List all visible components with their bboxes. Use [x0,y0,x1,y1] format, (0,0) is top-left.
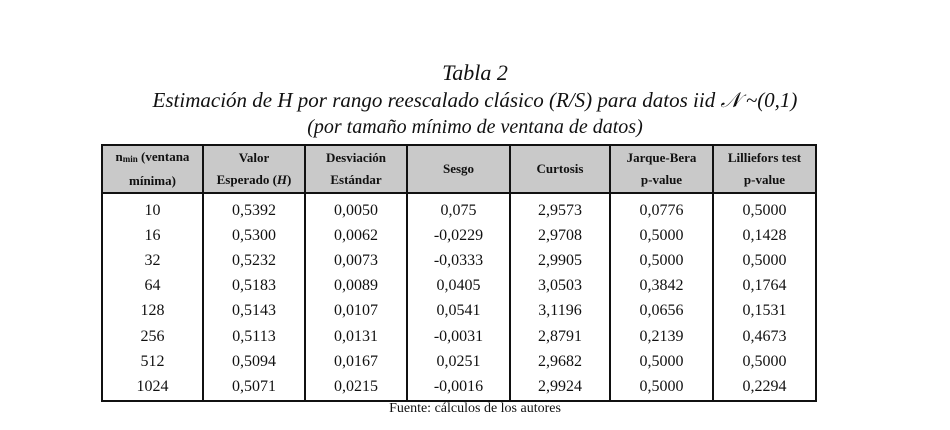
cell: -0,0016 [406,374,510,401]
cell: 2,9682 [509,349,610,375]
cell: 0,5183 [202,273,305,299]
cell: 0,5232 [202,248,305,274]
cell: 0,0107 [304,298,407,324]
cell: 2,9573 [509,193,610,224]
cell: 0,5000 [609,248,713,274]
header-row: nmin (ventana mínima) Valor Esperado (H)… [102,145,816,194]
cell: 0,0251 [406,349,510,375]
cell: 0,5071 [202,374,305,401]
table-row: 16 0,5300 0,0062 -0,0229 2,9708 0,5000 0… [102,223,816,249]
cell: 0,5143 [202,298,305,324]
cell: 0,0405 [406,273,510,299]
results-table: nmin (ventana mínima) Valor Esperado (H)… [101,144,817,402]
cell: 0,1531 [712,298,816,324]
cell: 0,1764 [712,273,816,299]
header-lilliefors: Lilliefors test p-value [712,145,816,194]
cell: 0,5000 [609,349,713,375]
cell: 3,1196 [509,298,610,324]
table-row: 128 0,5143 0,0107 0,0541 3,1196 0,0656 0… [102,298,816,324]
cell: 0,5392 [202,193,305,224]
header-jarque-bera: Jarque-Bera p-value [609,145,713,194]
table-title: Tabla 2 [442,60,508,85]
table-row: 32 0,5232 0,0073 -0,0333 2,9905 0,5000 0… [102,248,816,274]
cell: 256 [140,327,165,345]
header-nmin: nmin (ventana mínima) [102,145,203,194]
table-row: 512 0,5094 0,0167 0,0251 2,9682 0,5000 0… [102,349,816,375]
cell: 0,5000 [609,374,713,401]
cell: 2,9924 [509,374,610,401]
cell: 0,0167 [304,349,407,375]
cell: 512 [140,352,165,370]
cell: -0,0229 [406,223,510,249]
cell: 2,9708 [509,223,610,249]
cell: 10 [144,201,161,219]
cell: 0,0656 [609,298,713,324]
cell: 0,1428 [712,223,816,249]
cell: 0,5094 [202,349,305,375]
cell: 0,0541 [406,298,510,324]
table-subtitle: Estimación de H por rango reescalado clá… [152,88,798,112]
cell: 0,5000 [712,248,816,274]
cell: 0,5000 [609,223,713,249]
cell: 0,3842 [609,273,713,299]
cell: 0,0050 [304,193,407,224]
cell: 0,0089 [304,273,407,299]
cell: 0,0215 [304,374,407,401]
table-note: (por tamaño mínimo de ventana de datos) [307,116,643,138]
cell: 2,9905 [509,248,610,274]
cell: 64 [144,277,161,295]
cell: 16 [144,226,161,244]
cell: 2,8791 [509,323,610,350]
cell: 0,0776 [609,193,713,224]
cell: 0,2139 [609,323,713,350]
cell: 0,2294 [712,374,816,401]
header-sesgo: Sesgo [406,145,510,194]
cell: 1024 [136,377,169,395]
cell: 3,0503 [509,273,610,299]
cell: 0,4673 [712,323,816,350]
cell: -0,0333 [406,248,510,274]
cell: 0,075 [406,193,510,224]
table-row: 64 0,5183 0,0089 0,0405 3,0503 0,3842 0,… [102,273,816,299]
header-valor-esperado: Valor Esperado (H) [202,145,305,194]
table-row: 10 0,5392 0,0050 0,075 2,9573 0,0776 0,5… [102,193,816,224]
cell: 0,5113 [202,323,305,350]
cell: 0,5000 [712,193,816,224]
header-curtosis: Curtosis [509,145,610,194]
table-row: 256 0,5113 0,0131 -0,0031 2,8791 0,2139 … [102,323,816,350]
cell: 32 [144,251,161,269]
table-row: 1024 0,5071 0,0215 -0,0016 2,9924 0,5000… [102,374,816,401]
table-source-footer: Fuente: cálculos de los autores [389,401,561,416]
header-desviacion-estandar: Desviación Estándar [304,145,407,194]
cell: 0,5300 [202,223,305,249]
cell: 0,0073 [304,248,407,274]
cell: 0,0062 [304,223,407,249]
cell: 128 [140,302,165,320]
cell: -0,0031 [406,323,510,350]
cell: 0,0131 [304,323,407,350]
cell: 0,5000 [712,349,816,375]
